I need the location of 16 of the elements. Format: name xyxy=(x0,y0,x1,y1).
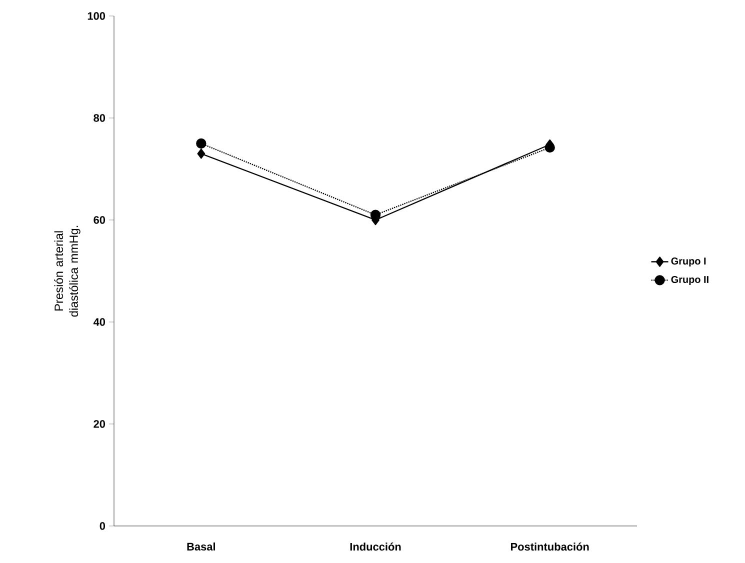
point xyxy=(197,148,206,159)
legend-label: Grupo II xyxy=(671,276,708,285)
x-tick-label: Postintubación xyxy=(511,542,589,551)
legend-label: Grupo I xyxy=(671,258,706,267)
y-tick-label: 60 xyxy=(94,216,106,224)
y-tick-label: 40 xyxy=(93,318,106,326)
y-tick-label: 100 xyxy=(88,12,106,20)
y-tick-label: 0 xyxy=(100,522,106,530)
x-tick-label: Basal xyxy=(187,542,216,551)
y-tick-label: 80 xyxy=(94,114,106,122)
point xyxy=(196,138,206,149)
x-tick-label: Inducción xyxy=(350,542,401,551)
y-axis-title: Presión arterial diastólica mmHg. xyxy=(54,226,80,317)
y-tick-label: 20 xyxy=(94,420,106,428)
point xyxy=(370,210,381,220)
point xyxy=(544,142,555,153)
